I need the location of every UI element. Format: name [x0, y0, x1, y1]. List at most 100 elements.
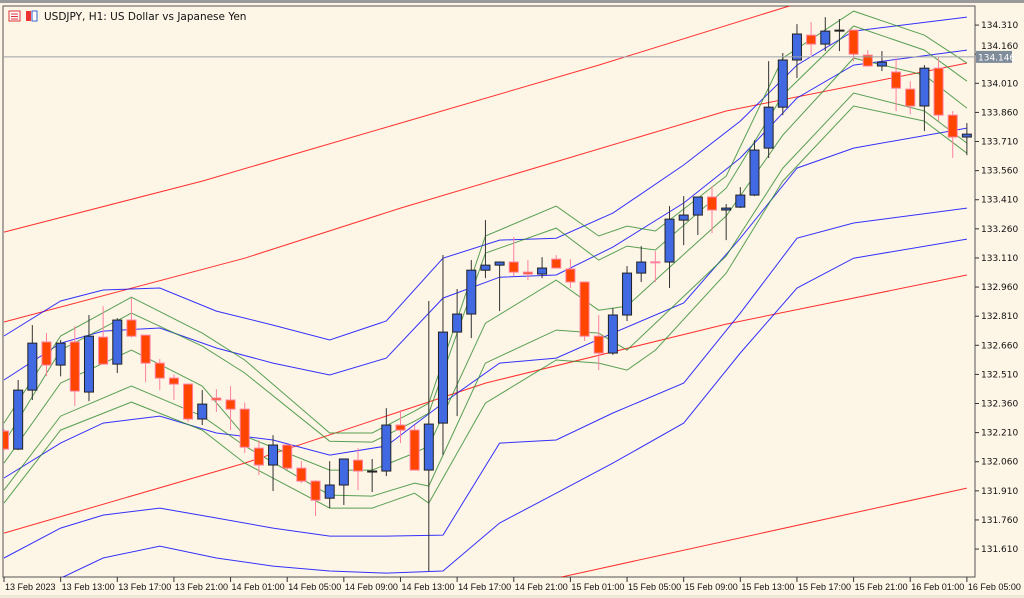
candle	[310, 480, 321, 517]
time-tick-label: 13 Feb 13:00	[62, 582, 115, 592]
candle-body-bear	[154, 362, 165, 379]
candle	[777, 53, 788, 116]
candle	[27, 325, 38, 401]
price-tick-label: 132.360	[981, 400, 1018, 410]
candle	[848, 29, 859, 62]
candle-body-bear	[296, 467, 307, 482]
candle-body-bear	[551, 258, 562, 269]
candle	[409, 425, 420, 471]
time-tick-label: 14 Feb 17:00	[458, 582, 511, 592]
candle-body-bear	[565, 268, 576, 283]
candle-body-bull	[664, 218, 675, 263]
candle	[282, 444, 293, 471]
candle-body-bear	[140, 334, 151, 364]
candle-body-bull	[537, 267, 548, 275]
candle-body-bull	[480, 264, 491, 271]
candle-body-bull	[876, 61, 887, 67]
candle-body-bear	[806, 34, 817, 45]
time-tick-label: 13 Feb 21:00	[175, 582, 228, 592]
price-tick-label: 133.410	[981, 196, 1018, 206]
price-tick-label: 132.060	[981, 458, 1018, 468]
time-tick-label: 14 Feb 01:00	[232, 582, 285, 592]
candle	[353, 448, 363, 491]
candle	[933, 57, 944, 122]
candle-body-bull	[197, 403, 208, 420]
candle-body-bear	[41, 341, 52, 366]
chart-list-icon[interactable]	[8, 10, 21, 22]
candle-body-bear	[253, 447, 264, 466]
time-tick-label: 13 Feb 2023	[5, 582, 56, 592]
price-tick-label: 131.910	[981, 487, 1018, 497]
candle-body-bear	[69, 341, 80, 392]
price-tick-label: 133.710	[981, 138, 1018, 148]
indicator-line-2	[3, 274, 967, 534]
price-tick-label: 133.560	[981, 167, 1018, 177]
candle-body-bear	[891, 71, 902, 89]
candle-body-bull	[55, 342, 66, 366]
candle	[395, 410, 406, 444]
time-tick-label: 15 Feb 01:00	[571, 582, 624, 592]
candle	[324, 461, 335, 509]
price-tick-label: 132.660	[981, 341, 1018, 351]
indicator-line-0	[3, 6, 792, 233]
price-tick-label: 132.510	[981, 370, 1018, 380]
candle	[183, 383, 194, 423]
candle	[791, 24, 802, 79]
indicator-line-7	[3, 207, 967, 559]
time-tick-label: 15 Feb 21:00	[855, 582, 908, 592]
candle	[41, 333, 52, 377]
candle-body-bear	[211, 397, 222, 401]
candle-body-bull	[466, 269, 477, 315]
candle-body-bull	[692, 196, 703, 216]
candle	[707, 186, 717, 234]
candles	[3, 17, 972, 571]
candle-body-bull	[763, 106, 774, 149]
time-tick-label: 14 Feb 09:00	[345, 582, 398, 592]
candle-body-bull	[268, 444, 279, 466]
candle-body-bull	[919, 67, 930, 107]
candle-body-bull	[452, 313, 463, 333]
time-tick-label: 15 Feb 09:00	[685, 582, 738, 592]
candle	[83, 315, 94, 402]
candle-body-bear	[409, 429, 420, 471]
candle	[522, 260, 533, 281]
price-chart[interactable]: 134.310 134.160 134.010 133.860 133.710 133.5…	[0, 3, 1024, 598]
time-tick-label: 14 Feb 05:00	[288, 582, 341, 592]
candle	[437, 255, 448, 456]
candle-body-bear	[225, 399, 236, 410]
candle-body-bull	[13, 389, 24, 450]
candle-body-bear	[905, 88, 916, 107]
candle	[763, 61, 774, 159]
candle	[197, 390, 208, 426]
candle-body-bear	[353, 459, 363, 472]
candle-body-bull	[820, 30, 831, 45]
indicator-line-1	[3, 62, 967, 323]
indicator-line-3	[559, 487, 968, 577]
candle	[239, 402, 250, 453]
candle-body-bull	[423, 423, 434, 471]
price-tick-label: 133.110	[981, 254, 1018, 264]
candle	[961, 123, 972, 156]
candle-body-bull	[27, 342, 38, 391]
candle	[452, 289, 463, 417]
current-price-label: 134.146	[978, 53, 1015, 63]
candle-body-bull	[437, 331, 448, 424]
candle-body-bull	[961, 133, 972, 138]
candle	[211, 389, 222, 413]
candle-body-bull	[735, 194, 746, 208]
candle	[480, 220, 491, 279]
candle	[919, 65, 930, 132]
candle-body-bull	[367, 470, 378, 473]
time-tick-label: 15 Feb 13:00	[741, 582, 794, 592]
plot-area[interactable]	[2, 5, 976, 578]
candle-body-bull	[749, 149, 760, 196]
candle	[692, 196, 703, 236]
candle	[494, 261, 505, 312]
chart-window-icon[interactable]	[26, 10, 38, 22]
indicator-line-13	[3, 105, 968, 509]
candle-body-bear	[395, 424, 406, 431]
candle-body-bear	[282, 444, 293, 469]
candle-body-bear	[933, 67, 944, 116]
chart-title-text: USDJPY, H1: US Dollar vs Japanese Yen	[44, 11, 246, 23]
